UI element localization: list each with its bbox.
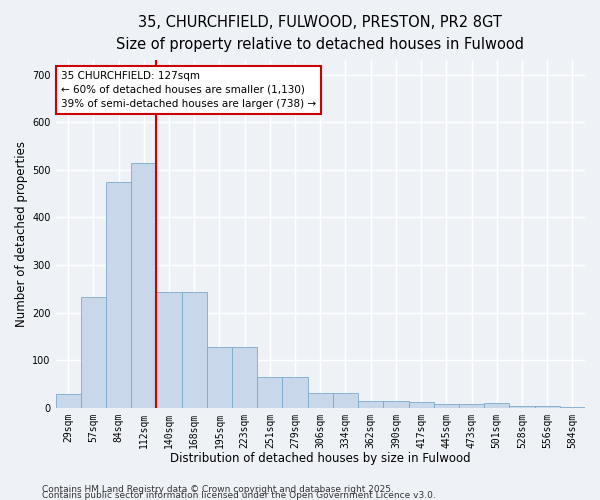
Bar xyxy=(484,403,509,407)
Title: 35, CHURCHFIELD, FULWOOD, PRESTON, PR2 8GT
Size of property relative to detached: 35, CHURCHFIELD, FULWOOD, PRESTON, PR2 8… xyxy=(116,15,524,52)
Bar xyxy=(383,400,409,407)
Bar xyxy=(509,406,535,408)
Bar xyxy=(56,394,81,407)
Bar xyxy=(358,400,383,407)
Bar xyxy=(283,377,308,408)
Text: 35 CHURCHFIELD: 127sqm
← 60% of detached houses are smaller (1,130)
39% of semi-: 35 CHURCHFIELD: 127sqm ← 60% of detached… xyxy=(61,70,316,108)
Text: Contains HM Land Registry data © Crown copyright and database right 2025.: Contains HM Land Registry data © Crown c… xyxy=(42,485,394,494)
Bar xyxy=(434,404,459,407)
Bar xyxy=(182,292,207,408)
Bar xyxy=(106,182,131,408)
Bar xyxy=(232,347,257,408)
Y-axis label: Number of detached properties: Number of detached properties xyxy=(15,141,28,327)
Bar xyxy=(459,404,484,407)
Bar xyxy=(409,402,434,407)
Bar xyxy=(333,394,358,407)
Bar xyxy=(560,407,585,408)
Bar xyxy=(257,377,283,408)
Text: Contains public sector information licensed under the Open Government Licence v3: Contains public sector information licen… xyxy=(42,491,436,500)
Bar xyxy=(535,406,560,408)
Bar xyxy=(308,394,333,407)
Bar xyxy=(157,292,182,408)
X-axis label: Distribution of detached houses by size in Fulwood: Distribution of detached houses by size … xyxy=(170,452,470,465)
Bar xyxy=(131,162,157,408)
Bar xyxy=(207,347,232,408)
Bar xyxy=(81,297,106,408)
